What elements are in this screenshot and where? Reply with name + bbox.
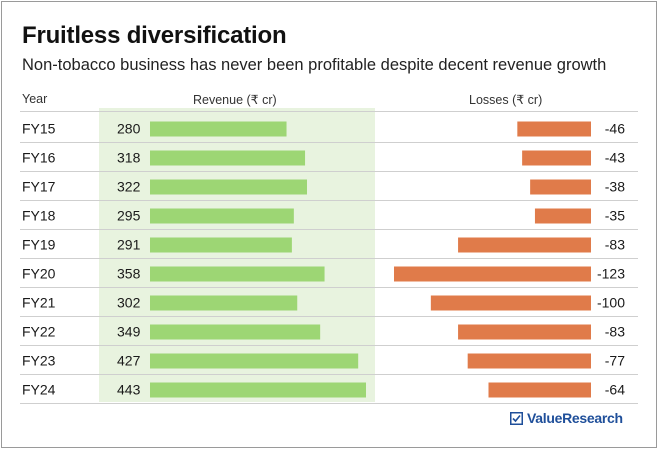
loss-bar bbox=[458, 237, 591, 253]
revenue-value-label: 295 bbox=[117, 208, 141, 224]
checkbox-logo-icon bbox=[510, 411, 523, 425]
brand-logo: ValueResearch bbox=[510, 410, 623, 426]
brand-name: ValueResearch bbox=[527, 410, 623, 426]
revenue-value-label: 443 bbox=[117, 382, 141, 398]
chart-title: Fruitless diversification bbox=[22, 22, 287, 49]
revenue-column-header: Revenue (₹ cr) bbox=[193, 93, 277, 107]
loss-bar bbox=[458, 324, 591, 340]
loss-bar bbox=[430, 295, 591, 311]
losses-column-header: Losses (₹ cr) bbox=[469, 93, 543, 107]
revenue-bar bbox=[150, 266, 325, 282]
revenue-bar bbox=[150, 121, 287, 137]
year-label: FY15 bbox=[22, 121, 56, 137]
revenue-bar bbox=[150, 237, 292, 253]
year-label: FY18 bbox=[22, 208, 56, 224]
year-label: FY24 bbox=[22, 382, 56, 398]
loss-value-label: -77 bbox=[605, 353, 625, 369]
year-label: FY19 bbox=[22, 237, 56, 253]
loss-value-label: -123 bbox=[597, 266, 625, 282]
year-column-header: Year bbox=[22, 92, 48, 106]
revenue-value-label: 318 bbox=[117, 150, 141, 166]
year-label: FY23 bbox=[22, 353, 56, 369]
loss-value-label: -43 bbox=[605, 150, 625, 166]
year-label: FY21 bbox=[22, 295, 56, 311]
revenue-value-label: 427 bbox=[117, 353, 141, 369]
year-label: FY16 bbox=[22, 150, 56, 166]
revenue-bar bbox=[150, 324, 321, 340]
revenue-bar bbox=[150, 179, 308, 195]
loss-value-label: -100 bbox=[597, 295, 625, 311]
loss-value-label: -64 bbox=[605, 382, 625, 398]
year-label: FY17 bbox=[22, 179, 56, 195]
revenue-bar bbox=[150, 353, 359, 369]
year-label: FY20 bbox=[22, 266, 56, 282]
chart-subtitle: Non-tobacco business has never been prof… bbox=[22, 56, 607, 74]
loss-value-label: -35 bbox=[605, 208, 625, 224]
revenue-bar bbox=[150, 295, 298, 311]
loss-value-label: -83 bbox=[605, 237, 625, 253]
revenue-value-label: 349 bbox=[117, 324, 141, 340]
revenue-value-label: 280 bbox=[117, 121, 141, 137]
loss-bar bbox=[534, 208, 591, 224]
loss-value-label: -46 bbox=[605, 121, 625, 137]
loss-bar bbox=[530, 179, 591, 195]
revenue-bar bbox=[150, 150, 306, 166]
revenue-value-label: 302 bbox=[117, 295, 141, 311]
loss-bar bbox=[394, 266, 591, 282]
loss-bar bbox=[488, 382, 591, 398]
loss-bar bbox=[522, 150, 591, 166]
revenue-value-label: 322 bbox=[117, 179, 141, 195]
year-label: FY22 bbox=[22, 324, 56, 340]
loss-bar bbox=[517, 121, 591, 137]
revenue-bar bbox=[150, 208, 294, 224]
revenue-bar bbox=[150, 382, 366, 398]
revenue-value-label: 358 bbox=[117, 266, 141, 282]
revenue-value-label: 291 bbox=[117, 237, 141, 253]
loss-bar bbox=[467, 353, 591, 369]
loss-value-label: -38 bbox=[605, 179, 625, 195]
loss-value-label: -83 bbox=[605, 324, 625, 340]
